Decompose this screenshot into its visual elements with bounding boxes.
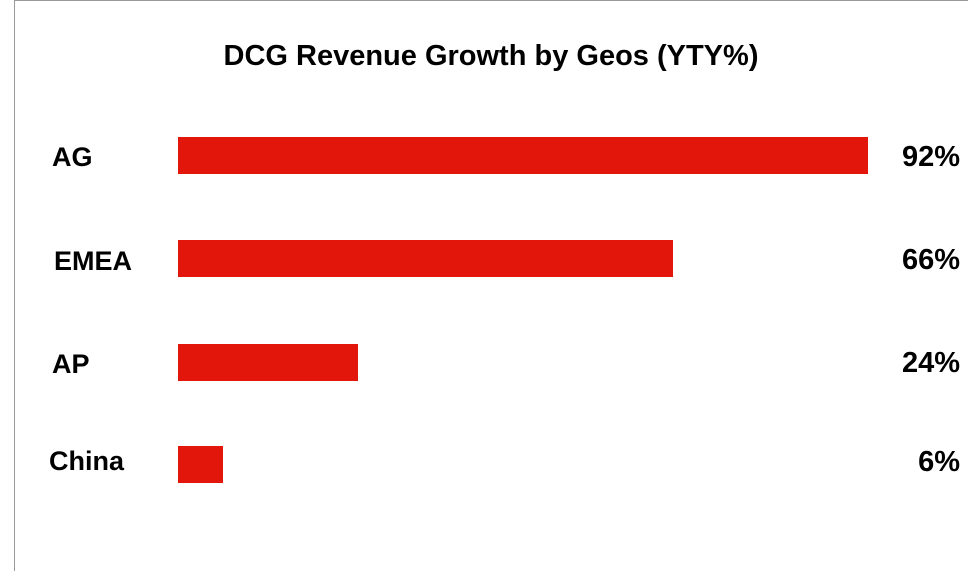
value-label-emea: 66%	[902, 244, 960, 276]
category-label-ag: AG	[52, 142, 93, 172]
value-label-ag: 92%	[902, 141, 960, 173]
category-label-ap: AP	[52, 349, 90, 379]
bars-group: AG 92% EMEA 66% AP 24% China 6%	[49, 137, 960, 483]
chart-title: DCG Revenue Growth by Geos (YTY%)	[224, 40, 759, 72]
bar-ag	[178, 137, 868, 174]
value-label-china: 6%	[918, 446, 960, 478]
value-label-ap: 24%	[902, 347, 960, 379]
bar-ap	[178, 344, 358, 381]
bar-emea	[178, 240, 673, 277]
chart-frame	[14, 0, 968, 571]
category-label-china: China	[49, 446, 125, 476]
bar-china	[178, 446, 223, 483]
category-label-emea: EMEA	[54, 246, 132, 276]
